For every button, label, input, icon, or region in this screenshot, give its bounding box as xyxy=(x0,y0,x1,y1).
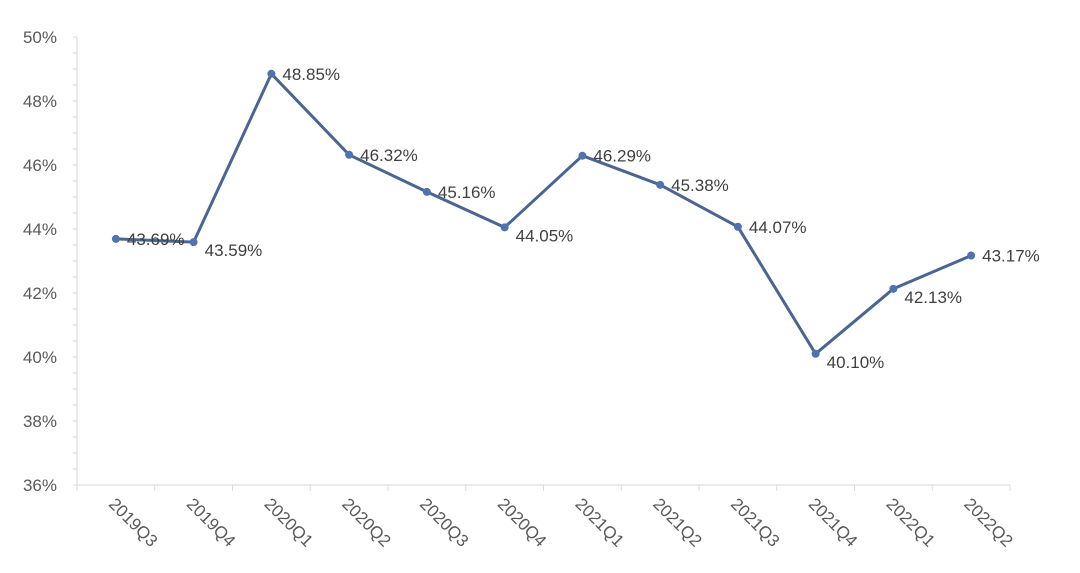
data-point xyxy=(811,349,820,358)
data-label: 43.59% xyxy=(205,241,263,260)
x-tick-label: 2021Q4 xyxy=(805,494,861,550)
data-label: 43.17% xyxy=(982,247,1040,266)
data-point xyxy=(422,187,431,196)
x-tick-label: 2022Q2 xyxy=(960,494,1016,550)
y-tick-label: 36% xyxy=(23,476,57,495)
data-label: 46.32% xyxy=(360,146,418,165)
y-tick-label: 44% xyxy=(23,220,57,239)
data-label: 43.69% xyxy=(127,230,185,249)
data-point xyxy=(656,180,665,189)
data-point xyxy=(967,251,976,260)
y-tick-label: 50% xyxy=(23,28,57,47)
data-point xyxy=(889,284,898,293)
data-label: 44.05% xyxy=(516,226,574,245)
series-polyline xyxy=(114,72,973,356)
x-tick-label: 2020Q3 xyxy=(416,494,472,550)
data-label: 40.10% xyxy=(827,353,885,372)
x-axis: 2019Q3 2019Q4 2020Q1 2020Q2 2020Q3 2020Q4 2021… xyxy=(76,484,1017,551)
y-axis: 36% 38% 40% 42% 44% 46% 48% 50% xyxy=(23,28,78,495)
x-tick-label: 2020Q2 xyxy=(338,494,394,550)
y-tick-label: 42% xyxy=(23,284,57,303)
data-point xyxy=(578,151,587,160)
x-tick-label: 2021Q1 xyxy=(572,494,628,550)
x-tick-label: 2022Q1 xyxy=(883,494,939,550)
x-tick-label: 2020Q1 xyxy=(261,494,317,550)
data-point xyxy=(733,222,742,231)
data-point xyxy=(189,238,198,247)
data-labels: 43.69% 43.59% 48.85% 46.32% 45.16% 44.05% 46.2… xyxy=(127,65,1040,372)
data-label: 44.07% xyxy=(749,218,807,237)
x-tick-label: 2020Q4 xyxy=(494,494,550,550)
data-label: 46.29% xyxy=(593,147,651,166)
data-point xyxy=(111,234,120,243)
data-label: 42.13% xyxy=(904,288,962,307)
y-tick-label: 46% xyxy=(23,156,57,175)
data-point xyxy=(500,223,509,232)
data-label: 48.85% xyxy=(282,65,340,84)
y-tick-label: 38% xyxy=(23,412,57,431)
data-point xyxy=(345,150,354,159)
series-line xyxy=(111,69,976,358)
data-label: 45.16% xyxy=(438,183,496,202)
data-point xyxy=(267,69,276,78)
y-tick-label: 48% xyxy=(23,92,57,111)
y-tick-label: 40% xyxy=(23,348,57,367)
x-tick-label: 2021Q3 xyxy=(727,494,783,550)
data-label: 45.38% xyxy=(671,176,729,195)
x-tick-label: 2019Q4 xyxy=(183,494,239,550)
x-tick-label: 2019Q3 xyxy=(105,494,161,550)
x-tick-label: 2021Q2 xyxy=(649,494,705,550)
